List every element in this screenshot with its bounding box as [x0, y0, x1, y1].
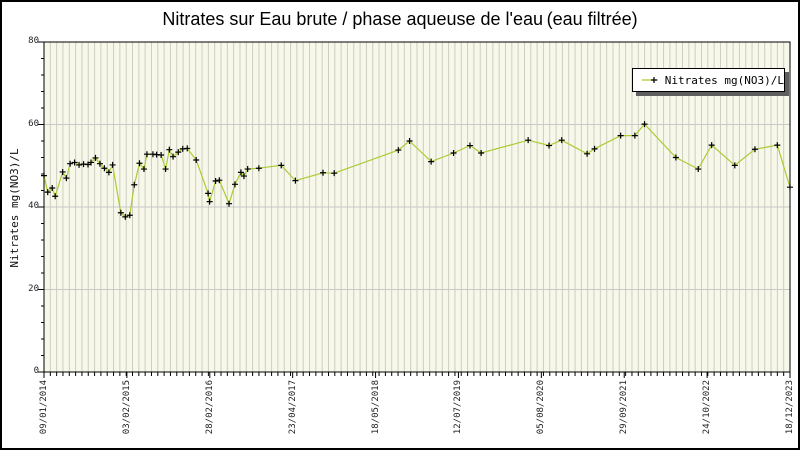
x-tick-label: 03/02/2015: [121, 380, 132, 435]
x-tick-label: 29/09/2021: [619, 380, 630, 435]
data-point-marker: [695, 166, 702, 173]
data-point-marker: [226, 200, 233, 207]
data-point-marker: [240, 173, 247, 180]
legend-marker-icon: [642, 77, 658, 83]
data-point-marker: [478, 149, 485, 156]
data-point-marker: [52, 193, 59, 200]
data-point-marker: [525, 137, 532, 144]
data-point-marker: [395, 147, 402, 154]
data-point-marker: [101, 165, 108, 172]
plot-border: [43, 41, 791, 373]
data-point-marker: [216, 177, 223, 184]
data-point-marker: [428, 158, 435, 165]
data-point-marker: [751, 146, 758, 153]
data-point-marker: [96, 160, 103, 167]
x-tick-label: 23/04/2017: [287, 380, 298, 435]
data-point-marker: [143, 151, 150, 158]
data-point-marker: [631, 132, 638, 139]
data-point-marker: [59, 168, 66, 175]
y-tick-label: 80: [28, 36, 39, 46]
x-tick-label: 12/07/2019: [453, 380, 464, 435]
legend: Nitrates mg(NO3)/L: [632, 68, 785, 92]
data-point-marker: [466, 142, 473, 149]
y-tick-label: 0: [33, 366, 39, 376]
data-point-marker: [546, 142, 553, 149]
data-point-marker: [787, 184, 793, 191]
data-point-marker: [558, 137, 565, 144]
data-point-marker: [584, 150, 591, 157]
y-tick-label: 20: [28, 283, 39, 294]
data-point-marker: [237, 169, 244, 176]
data-point-marker: [105, 169, 112, 176]
data-point-marker: [136, 160, 143, 167]
data-point-marker: [117, 209, 124, 216]
x-tick-label: 05/08/2020: [536, 380, 547, 435]
data-point-marker: [131, 181, 138, 188]
data-point-marker: [617, 132, 624, 139]
data-point-marker: [212, 178, 219, 185]
data-point-marker: [406, 138, 413, 144]
data-point-marker: [162, 166, 169, 173]
data-point-marker: [87, 159, 94, 166]
x-tick-label: 28/02/2016: [204, 380, 215, 435]
data-point-marker: [63, 175, 70, 182]
y-tick-label: 40: [28, 201, 39, 211]
data-point-marker: [292, 177, 299, 184]
data-point-marker: [708, 142, 715, 149]
data-point-marker: [166, 146, 173, 153]
legend-cross-marker: [651, 77, 657, 83]
data-point-marker: [255, 165, 262, 172]
data-point-marker: [158, 152, 165, 159]
x-tick-label: 18/05/2018: [370, 380, 381, 435]
data-point-marker: [175, 149, 182, 156]
data-point-marker: [67, 160, 74, 167]
data-point-marker: [320, 169, 327, 176]
data-point-marker: [126, 212, 133, 219]
data-point-marker: [41, 172, 47, 179]
data-point-marker: [244, 166, 251, 173]
data-point-marker: [641, 121, 648, 128]
data-point-marker: [140, 166, 147, 173]
data-point-marker: [331, 170, 338, 177]
data-point-marker: [44, 189, 51, 196]
legend-label: Nitrates mg(NO3)/L: [664, 73, 784, 87]
x-tick-label: 24/10/2022: [702, 380, 713, 435]
data-point-marker: [672, 154, 679, 161]
data-point-marker: [76, 161, 83, 168]
x-tick-label: 09/01/2014: [39, 380, 49, 435]
data-point-marker: [71, 159, 78, 166]
data-point-marker: [731, 162, 738, 169]
data-point-marker: [193, 156, 200, 163]
data-point-marker: [450, 149, 457, 156]
data-point-marker: [49, 185, 56, 192]
data-point-marker: [278, 162, 285, 169]
data-point-marker: [122, 213, 129, 220]
data-point-marker: [92, 154, 99, 161]
data-point-marker: [170, 153, 177, 160]
data-point-marker: [205, 190, 212, 197]
data-point-marker: [231, 181, 238, 188]
y-tick-label: 60: [28, 118, 39, 129]
data-point-marker: [774, 142, 781, 149]
data-point-marker: [591, 145, 598, 152]
data-point-marker: [206, 198, 213, 205]
data-point-marker: [109, 161, 116, 168]
data-point-marker: [184, 145, 191, 152]
chart-title: Nitrates sur Eau brute / phase aqueuse d…: [162, 9, 638, 29]
x-tick-label: 18/12/2023: [785, 380, 795, 435]
